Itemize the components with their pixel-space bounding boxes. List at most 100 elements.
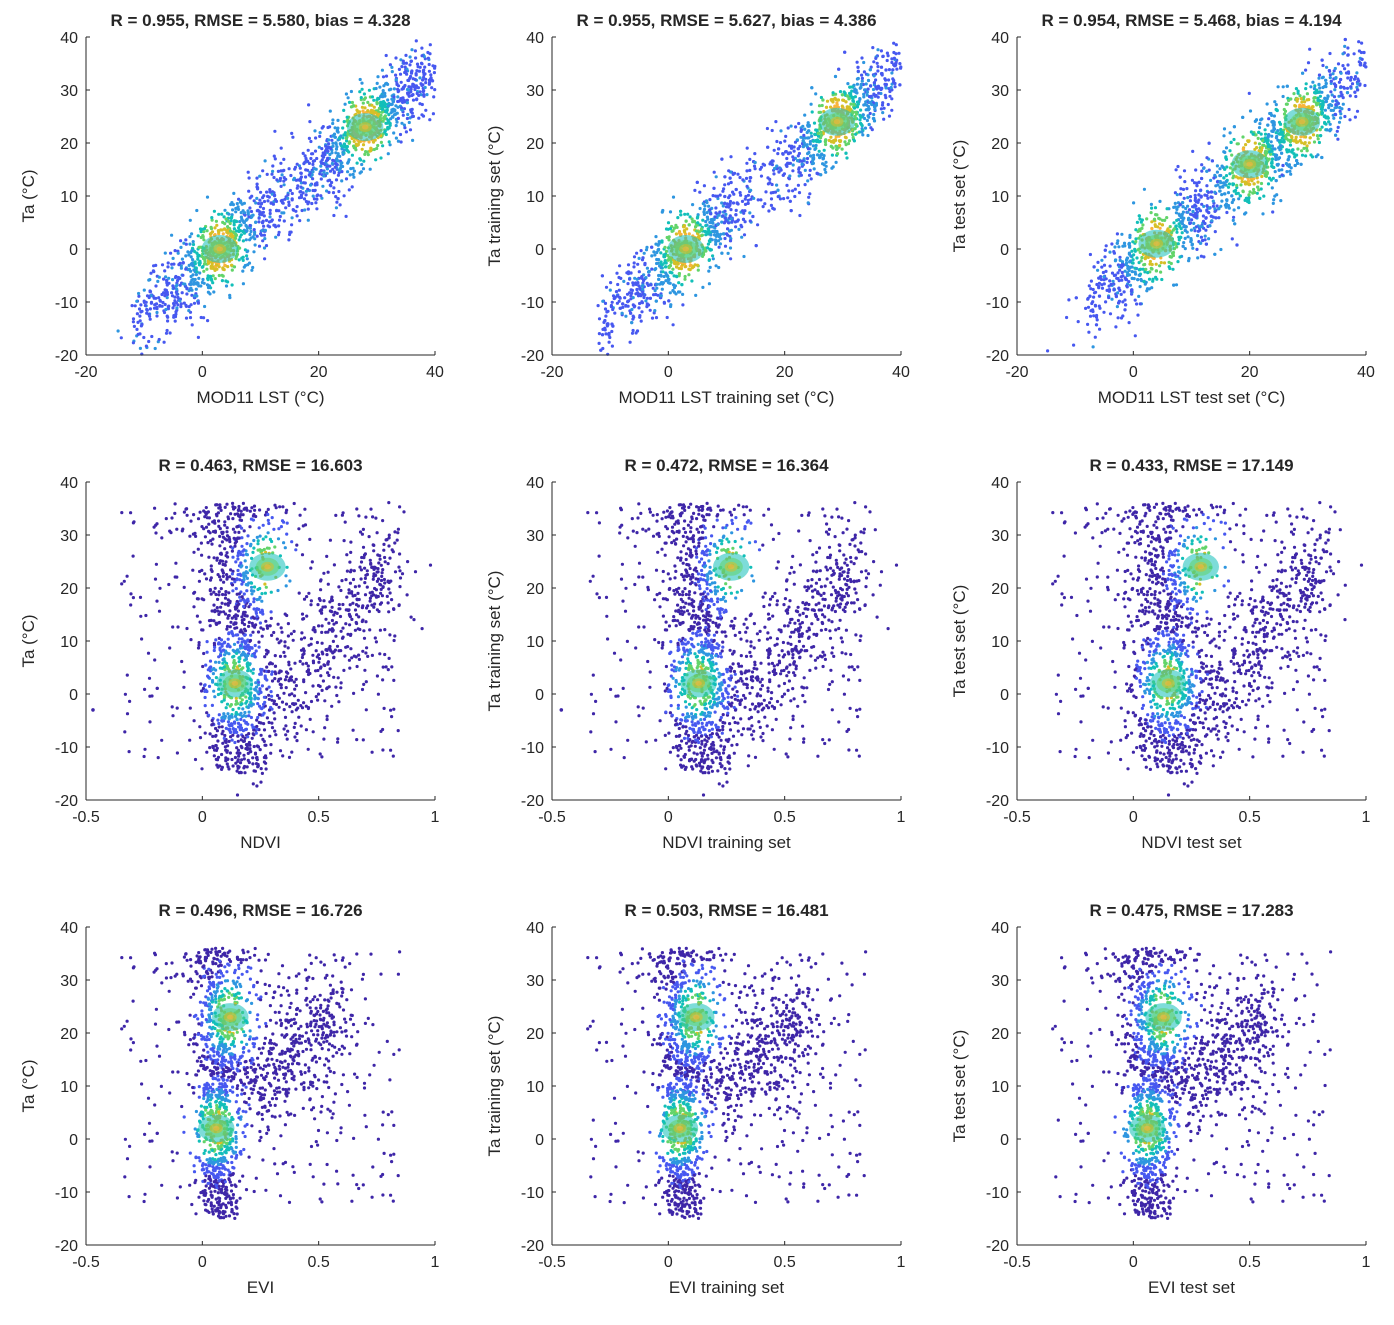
- data-point: [259, 190, 263, 194]
- data-point: [358, 90, 362, 94]
- data-point: [1356, 88, 1360, 92]
- data-point: [180, 291, 184, 295]
- data-point: [854, 110, 858, 114]
- data-point: [861, 113, 865, 117]
- data-point: [1213, 190, 1217, 194]
- data-point: [376, 75, 380, 79]
- data-point: [781, 152, 785, 156]
- data-point: [245, 217, 249, 221]
- data-point: [607, 333, 611, 337]
- data-point: [880, 103, 885, 107]
- data-point: [1185, 187, 1189, 191]
- data-point: [167, 276, 171, 280]
- data-point: [342, 194, 346, 198]
- data-point: [667, 281, 671, 285]
- data-point: [1158, 199, 1162, 203]
- data-point: [268, 225, 272, 229]
- data-point: [696, 221, 700, 225]
- data-point: [1154, 262, 1158, 266]
- data-point: [428, 43, 432, 47]
- data-point: [402, 61, 406, 65]
- data-point: [395, 120, 399, 124]
- data-point: [1116, 316, 1120, 320]
- data-point: [360, 81, 364, 85]
- data-point: [698, 190, 702, 194]
- data-point: [662, 255, 667, 259]
- data-point: [714, 264, 718, 268]
- data-point: [271, 169, 275, 173]
- data-point: [1133, 298, 1137, 302]
- data-point: [1086, 322, 1090, 326]
- data-point: [803, 168, 807, 172]
- data-point: [704, 224, 708, 228]
- data-point: [392, 95, 396, 99]
- data-point: [1228, 131, 1232, 135]
- data-point: [705, 246, 710, 250]
- data-point: [257, 220, 261, 224]
- data-point: [224, 217, 228, 221]
- data-point: [283, 197, 287, 201]
- data-point: [654, 299, 658, 303]
- data-point: [1154, 269, 1158, 273]
- data-point: [1324, 81, 1328, 86]
- data-point: [253, 232, 257, 236]
- data-point: [171, 306, 175, 310]
- data-point: [375, 81, 379, 85]
- y-tick-label: 30: [526, 83, 544, 100]
- data-point: [690, 279, 694, 283]
- data-point: [277, 230, 281, 234]
- data-point: [1317, 140, 1321, 145]
- data-point: [1188, 199, 1192, 203]
- data-point: [635, 287, 639, 292]
- data-point: [1228, 149, 1232, 153]
- data-point: [280, 173, 284, 177]
- data-point: [597, 317, 602, 321]
- data-point: [727, 169, 731, 173]
- data-point: [713, 230, 717, 234]
- data-point: [396, 139, 400, 143]
- data-point: [253, 237, 257, 241]
- data-point: [1074, 296, 1078, 300]
- data-point: [734, 187, 738, 192]
- data-point: [201, 277, 205, 282]
- data-point: [318, 172, 322, 176]
- data-point: [1173, 201, 1177, 205]
- data-point: [212, 209, 216, 213]
- data-point: [653, 268, 657, 272]
- density-hotspot: [216, 246, 224, 252]
- data-point: [220, 279, 224, 283]
- y-tick-label: 20: [60, 136, 78, 153]
- data-point: [381, 144, 385, 148]
- data-point: [226, 225, 230, 229]
- data-point: [707, 204, 711, 208]
- data-point: [1329, 90, 1333, 94]
- data-point: [687, 232, 691, 236]
- data-point: [643, 261, 647, 266]
- data-point: [1207, 237, 1211, 241]
- data-point: [1067, 298, 1071, 302]
- data-point: [626, 282, 630, 286]
- data-point: [318, 134, 322, 138]
- data-point: [789, 124, 793, 128]
- data-point: [142, 335, 146, 340]
- data-point: [322, 170, 326, 174]
- data-point: [1176, 242, 1180, 246]
- data-point: [1252, 187, 1256, 192]
- data-point: [1241, 190, 1245, 194]
- data-point: [246, 170, 250, 174]
- data-point: [1155, 213, 1159, 217]
- data-point: [686, 212, 690, 216]
- data-point: [1358, 63, 1362, 67]
- data-point: [893, 85, 897, 89]
- data-point: [1288, 169, 1292, 173]
- data-point: [163, 251, 167, 255]
- data-point: [333, 165, 337, 169]
- data-point: [275, 178, 279, 182]
- data-point: [823, 167, 827, 172]
- data-point: [301, 191, 305, 195]
- data-point: [1197, 193, 1201, 197]
- data-point: [1178, 192, 1183, 196]
- data-point: [333, 135, 337, 139]
- data-point: [262, 199, 267, 204]
- data-point: [312, 167, 317, 171]
